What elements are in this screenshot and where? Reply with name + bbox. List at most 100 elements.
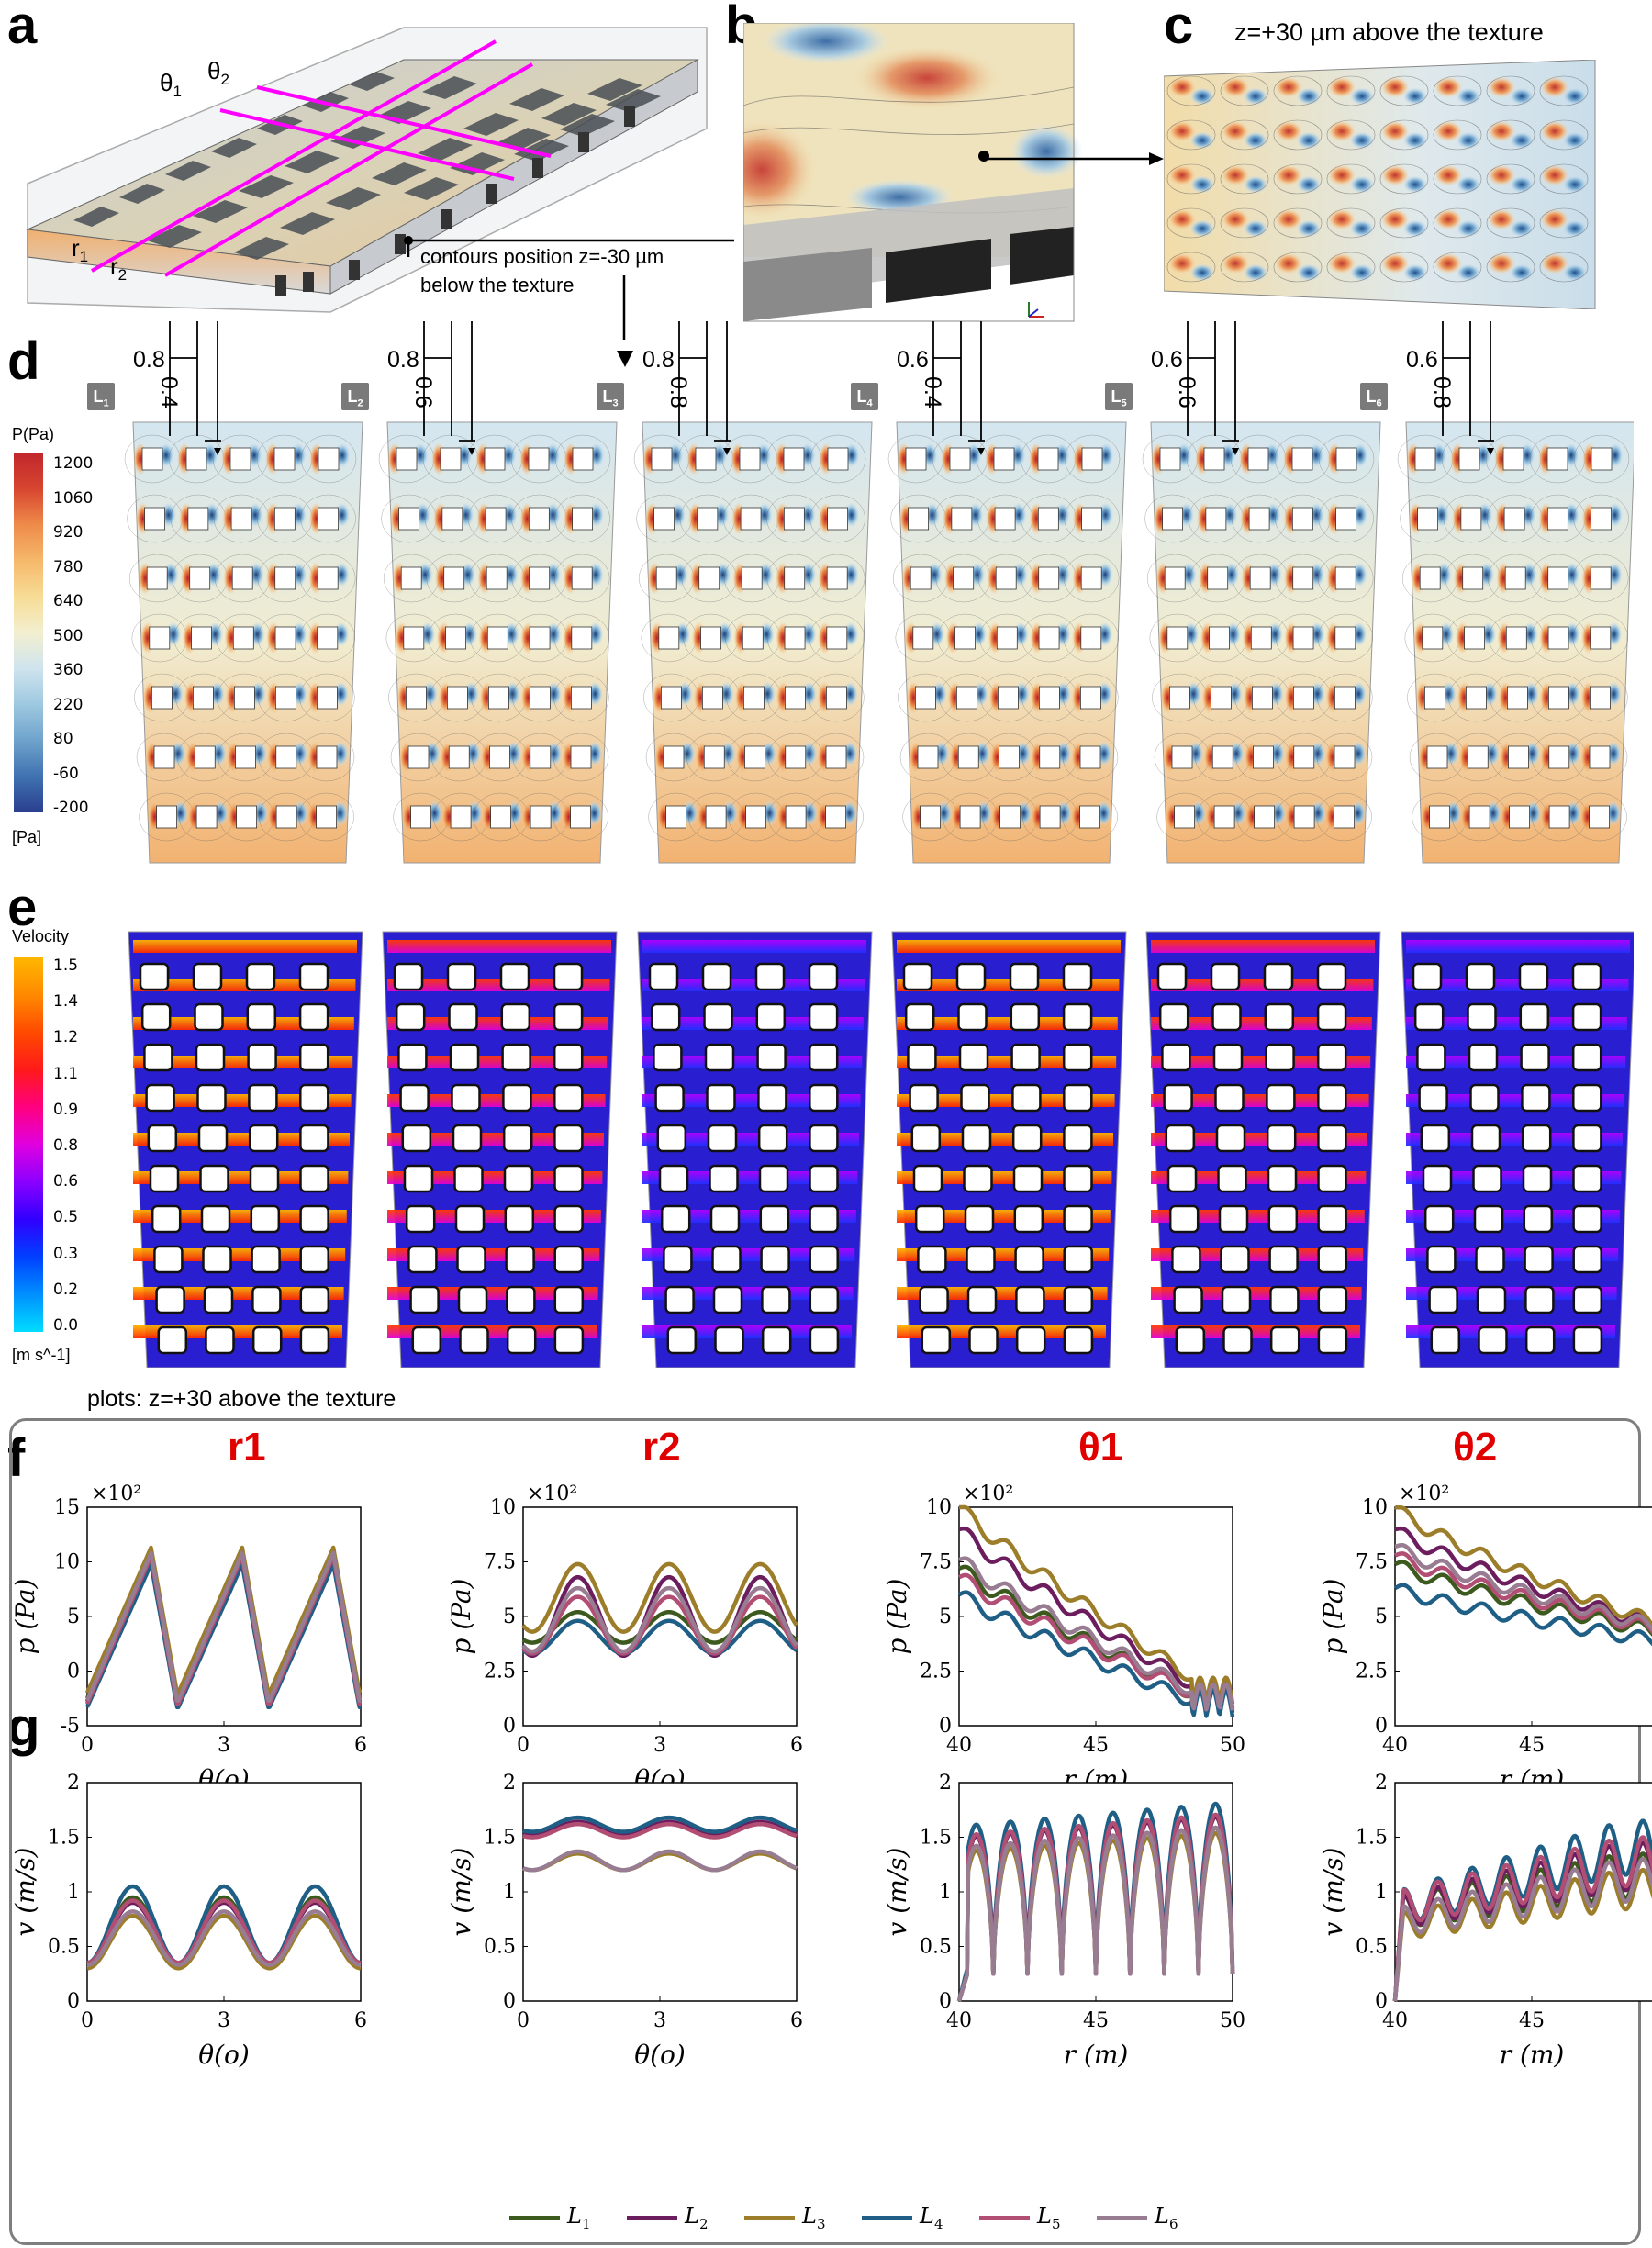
panel-c-title: z=+30 µm above the texture <box>1234 18 1544 46</box>
pressure-colorbar <box>14 453 43 812</box>
velocity-colorbar-tick: 0.2 <box>53 1280 79 1299</box>
panel-label-c: c <box>1164 0 1194 55</box>
x-axis-label: θ(o) <box>198 2040 250 2070</box>
velocity-colorbar-title: Velocity <box>12 927 70 945</box>
layout-spacing-horizontal-5: 0.6 <box>1151 347 1183 373</box>
pressure-colorbar-tick: 1060 <box>53 488 94 508</box>
y-tick-label: 1 <box>1375 1881 1388 1904</box>
y-tick-label: 5 <box>1375 1605 1388 1628</box>
y-tick-label: 1.5 <box>48 1827 80 1850</box>
panel-label-d: d <box>7 331 40 391</box>
plot-g-3: 0 0.5 1 1.5 2 40 45 50 r (m) v (m/s) <box>882 1772 1245 2070</box>
layout-spacing-vertical-5: 0.6 <box>1174 376 1200 408</box>
panel-c-contour-map <box>1164 60 1596 309</box>
y-tick-label: 5 <box>503 1605 516 1628</box>
series-legend: L1 L2 L3 L4 L5 L6 <box>509 2201 1207 2234</box>
legend-swatch <box>979 2215 1030 2220</box>
x-tick-label: 40 <box>946 2009 972 2032</box>
legend-swatch <box>862 2215 912 2220</box>
pressure-map-4 <box>887 321 1127 864</box>
axis-triad-icon <box>1028 302 1044 318</box>
pressure-colorbar-tick: -200 <box>53 799 89 817</box>
series-line-L4 <box>84 1561 363 1710</box>
plot-title-r1: r1 <box>228 1425 266 1470</box>
legend-label: L5 <box>1037 2203 1061 2232</box>
legend-swatch <box>509 2215 560 2220</box>
velocity-colorbar-tick: 0.5 <box>53 1208 79 1227</box>
legend-swatch <box>744 2215 795 2220</box>
x-axis-label: θ(o) <box>634 2040 686 2070</box>
y-tick-label: 7.5 <box>920 1551 952 1574</box>
panel-b-zoom-view <box>743 23 1083 322</box>
y-tick-label: 2.5 <box>484 1661 516 1683</box>
legend-item: L4 <box>862 2201 943 2234</box>
y-axis-label: v (m/s) <box>1318 1848 1348 1937</box>
x-tick-label: 6 <box>790 1734 803 1757</box>
y-tick-label: 7.5 <box>484 1551 516 1574</box>
velocity-map-4 <box>891 931 1127 1368</box>
pressure-colorbar-title: P(Pa) <box>12 425 55 443</box>
plot-g-2: 0 0.5 1 1.5 2 0 3 6 θ(o) v (m/s) <box>446 1772 803 2070</box>
x-tick-label: 45 <box>1519 1734 1545 1757</box>
y-tick-label: 0 <box>939 1715 952 1738</box>
x-tick-label: 6 <box>354 1734 367 1757</box>
contours-position-label: contours position z=-30 µm <box>420 245 664 268</box>
y-multiplier: ×10² <box>91 1482 141 1505</box>
arrow-down-icon <box>617 351 633 367</box>
theta1-label: θ1 <box>160 69 182 101</box>
x-tick-label: 6 <box>790 2009 803 2032</box>
series-line-L2 <box>521 1574 798 1659</box>
pressure-colorbar-tick: 640 <box>53 592 84 610</box>
y-tick-label: 1 <box>503 1881 516 1904</box>
layout-spacing-vertical-6: 0.8 <box>1429 376 1455 408</box>
y-tick-label: 0.5 <box>48 1936 80 1959</box>
legend-swatch <box>1097 2215 1147 2220</box>
legend-item: L6 <box>1097 2201 1178 2234</box>
layout-spacing-horizontal-2: 0.8 <box>387 347 419 373</box>
series-line-L6 <box>521 1849 798 1873</box>
x-axis-label: r (m) <box>1500 2040 1565 2070</box>
y-tick-label: 10 <box>490 1496 516 1519</box>
pressure-colorbar-unit: [Pa] <box>12 828 42 846</box>
y-tick-label: 0 <box>503 1990 516 2013</box>
series-line-L4 <box>521 1815 798 1834</box>
series-line-L5 <box>521 1594 798 1656</box>
pressure-colorbar-tick: 360 <box>53 661 84 679</box>
series-line-L5 <box>85 1898 363 1965</box>
pressure-colorbar-tick: 1200 <box>53 454 94 473</box>
legend-label: L4 <box>920 2203 943 2232</box>
panel-a-3d-view <box>26 27 734 340</box>
series-line-L3 <box>85 1913 363 1971</box>
layout-spacing-vertical-2: 0.6 <box>410 376 436 408</box>
layout-spacing-horizontal-3: 0.8 <box>642 347 675 373</box>
x-tick-label: 6 <box>354 2009 367 2032</box>
series-line-L5 <box>521 1821 798 1840</box>
plot-title-theta2: θ2 <box>1453 1425 1498 1470</box>
velocity-colorbar-tick: 1.1 <box>53 1064 79 1083</box>
series-line-L1 <box>1393 1560 1652 1637</box>
series-line-L2 <box>957 1526 1235 1710</box>
series-line-L5 <box>1392 1835 1652 2002</box>
layout-spacing-vertical-4: 0.4 <box>920 376 945 408</box>
y-axis-label: p (Pa) <box>1318 1579 1348 1655</box>
y-tick-label: 1 <box>939 1881 952 1904</box>
y-tick-label: 0 <box>67 1990 80 2013</box>
plot-axes <box>86 1506 362 1727</box>
series-line-L6 <box>85 1909 363 1967</box>
x-tick-label: 40 <box>1382 1734 1408 1757</box>
series-line-L6 <box>1392 1857 1652 2002</box>
panel-e-velocity-maps <box>128 931 1634 1368</box>
series-line-L4 <box>1393 1583 1652 1647</box>
y-axis-label: p (Pa) <box>446 1579 476 1655</box>
velocity-map-3 <box>637 931 873 1368</box>
x-tick-label: 3 <box>653 2009 666 2032</box>
pressure-colorbar-tick: 920 <box>53 523 84 542</box>
layout-spacing-horizontal-6: 0.6 <box>1406 347 1438 373</box>
y-tick-label: 0.5 <box>484 1936 516 1959</box>
velocity-colorbar-unit: [m s^-1] <box>12 1346 71 1364</box>
y-tick-label: 1 <box>67 1881 80 1904</box>
velocity-map-2 <box>382 931 618 1368</box>
series-line-L3 <box>84 1545 363 1695</box>
